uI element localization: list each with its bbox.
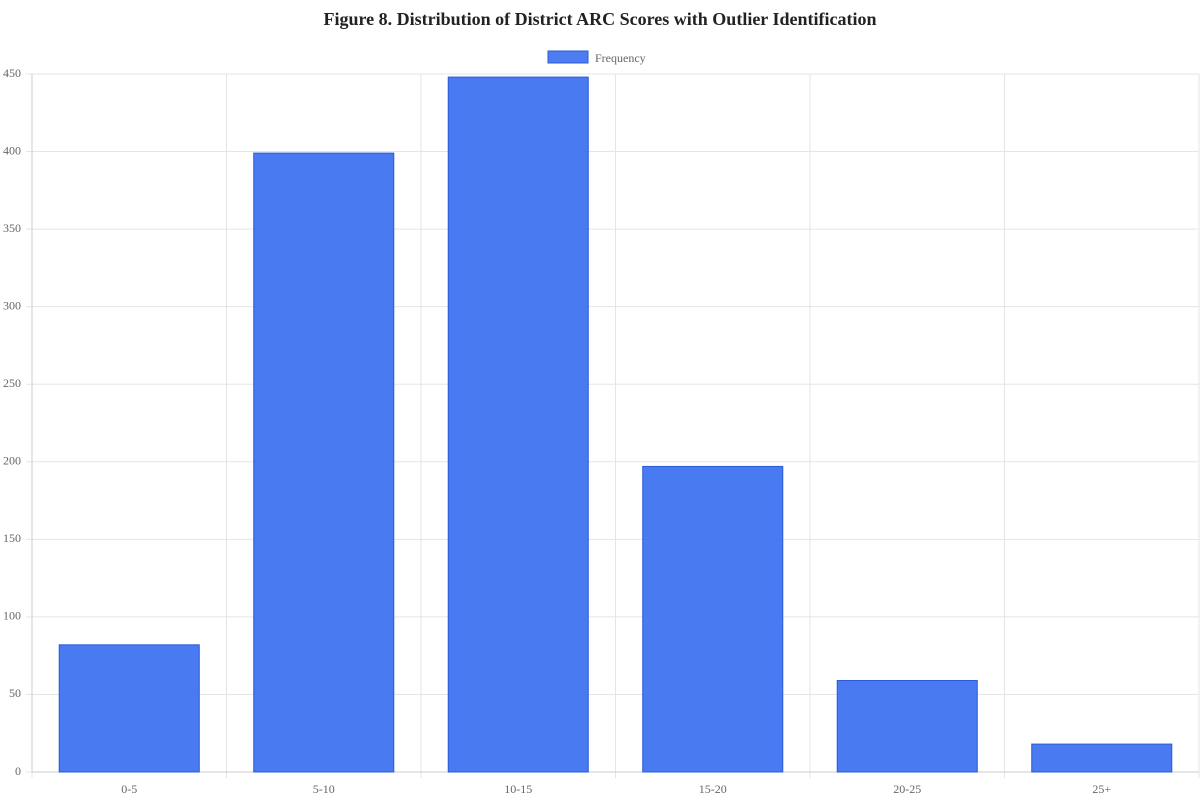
y-tick-label: 100 xyxy=(3,609,21,623)
bar xyxy=(447,76,589,773)
bar xyxy=(253,152,395,773)
legend-swatch xyxy=(547,50,589,64)
x-tick-label: 10-15 xyxy=(504,782,532,796)
y-tick-label: 150 xyxy=(3,531,21,545)
y-tick-label: 200 xyxy=(3,454,21,468)
y-tick-label: 400 xyxy=(3,143,21,157)
x-tick-label: 25+ xyxy=(1092,782,1111,796)
chart-title: Figure 8. Distribution of District ARC S… xyxy=(324,9,877,29)
bar xyxy=(642,465,784,773)
x-tick-label: 20-25 xyxy=(893,782,921,796)
x-tick-label: 15-20 xyxy=(699,782,727,796)
x-tick-label: 0-5 xyxy=(121,782,137,796)
y-tick-label: 350 xyxy=(3,221,21,235)
y-tick-label: 300 xyxy=(3,298,21,312)
y-tick-label: 250 xyxy=(3,376,21,390)
bar xyxy=(58,644,200,773)
y-tick-label: 0 xyxy=(15,764,21,778)
bar xyxy=(1031,743,1173,773)
legend-label: Frequency xyxy=(595,51,646,65)
y-tick-label: 450 xyxy=(3,66,21,80)
x-tick-label: 5-10 xyxy=(313,782,335,796)
y-tick-label: 50 xyxy=(9,686,21,700)
bar xyxy=(836,679,978,773)
